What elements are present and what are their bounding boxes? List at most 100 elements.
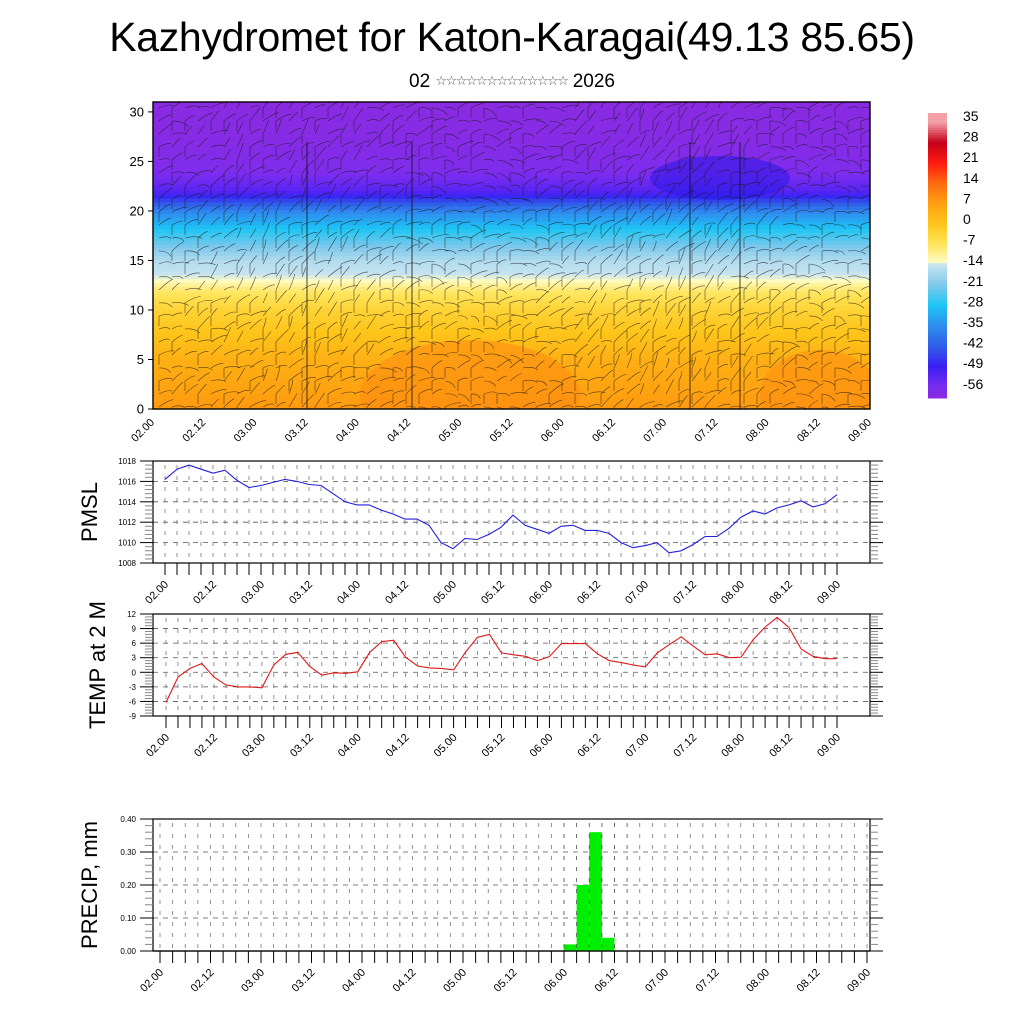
colorbar-segment bbox=[928, 305, 947, 309]
streamline bbox=[457, 405, 469, 408]
temperature-band bbox=[153, 113, 870, 118]
streamline bbox=[431, 354, 449, 358]
streamline bbox=[574, 189, 586, 200]
streamline bbox=[756, 262, 769, 265]
streamline bbox=[158, 327, 171, 330]
streamline bbox=[353, 175, 365, 187]
streamline bbox=[587, 281, 595, 291]
streamline bbox=[626, 197, 636, 213]
streamline bbox=[756, 144, 768, 148]
streamline bbox=[405, 325, 423, 330]
streamline bbox=[418, 242, 430, 252]
temperature-band bbox=[153, 297, 870, 303]
streamline bbox=[353, 279, 362, 291]
streamline bbox=[665, 185, 676, 200]
y-tick-label: 9 bbox=[132, 625, 137, 634]
streamline bbox=[522, 168, 535, 174]
streamline bbox=[353, 145, 363, 161]
streamline bbox=[652, 351, 658, 369]
streamline bbox=[340, 404, 358, 408]
streamline bbox=[756, 365, 770, 369]
streamline bbox=[782, 126, 795, 135]
streamline bbox=[561, 132, 576, 135]
temperature-band bbox=[153, 339, 870, 345]
streamline bbox=[847, 393, 865, 399]
colorbar-segment bbox=[928, 355, 947, 359]
streamline bbox=[756, 249, 771, 252]
streamline bbox=[353, 197, 366, 200]
temperature-band bbox=[153, 197, 870, 203]
streamline bbox=[431, 125, 448, 135]
streamline bbox=[704, 238, 711, 252]
streamline bbox=[483, 341, 495, 349]
streamline bbox=[431, 406, 443, 409]
streamline bbox=[158, 183, 173, 187]
streamline bbox=[262, 368, 268, 382]
streamline bbox=[210, 193, 225, 200]
streamline bbox=[691, 134, 700, 148]
streamline bbox=[379, 288, 392, 291]
streamline bbox=[613, 297, 625, 304]
streamline bbox=[587, 110, 597, 122]
streamline bbox=[470, 270, 488, 278]
temperature-band bbox=[153, 125, 870, 130]
streamline bbox=[483, 315, 498, 324]
streamline bbox=[444, 302, 461, 308]
temperature-band bbox=[153, 243, 870, 249]
streamline bbox=[171, 195, 183, 200]
x-tick-label: 08.00 bbox=[719, 732, 747, 760]
streamline bbox=[587, 125, 595, 135]
streamline bbox=[717, 387, 727, 395]
streamline bbox=[236, 202, 243, 213]
streamline bbox=[717, 378, 730, 382]
streamline bbox=[561, 189, 574, 200]
streamline bbox=[678, 395, 688, 408]
streamline bbox=[171, 371, 183, 382]
streamline bbox=[860, 340, 870, 343]
streamline bbox=[756, 208, 768, 213]
streamline bbox=[379, 141, 395, 148]
x-tick-label: 02.00 bbox=[143, 579, 171, 607]
streamline bbox=[210, 246, 225, 252]
streamline bbox=[418, 157, 430, 161]
streamline bbox=[327, 252, 333, 265]
streamline bbox=[262, 351, 275, 356]
streamline bbox=[496, 210, 510, 213]
streamline bbox=[821, 128, 837, 135]
streamline bbox=[743, 222, 756, 226]
streamline bbox=[379, 184, 399, 188]
streamline bbox=[522, 402, 536, 408]
streamline bbox=[444, 183, 461, 187]
streamline bbox=[444, 402, 462, 408]
streamline bbox=[691, 350, 703, 356]
streamline bbox=[171, 275, 184, 280]
streamline bbox=[834, 403, 851, 408]
streamline bbox=[730, 251, 742, 265]
colorbar-label: 0 bbox=[963, 211, 971, 227]
streamline bbox=[171, 312, 183, 317]
streamline bbox=[431, 156, 448, 161]
streamline bbox=[600, 102, 605, 109]
streamline bbox=[548, 231, 565, 239]
colorbar-segment bbox=[928, 324, 947, 328]
streamline bbox=[379, 227, 392, 239]
colorbar-segment bbox=[928, 151, 947, 154]
streamline bbox=[730, 102, 742, 109]
streamline bbox=[613, 267, 626, 278]
streamline bbox=[665, 400, 683, 408]
streamline bbox=[834, 367, 852, 374]
streamline bbox=[262, 102, 269, 109]
streamline bbox=[327, 301, 338, 317]
streamline bbox=[197, 189, 208, 200]
streamline bbox=[769, 215, 779, 226]
streamline bbox=[210, 363, 224, 369]
streamline bbox=[639, 146, 650, 161]
x-tick-label: 05.12 bbox=[479, 579, 507, 607]
streamline bbox=[717, 203, 733, 213]
colorbar-segment bbox=[928, 336, 947, 340]
streamline bbox=[236, 102, 242, 109]
streamline bbox=[236, 266, 243, 278]
streamline bbox=[652, 270, 662, 278]
streamline bbox=[353, 332, 362, 343]
streamline bbox=[665, 379, 674, 395]
